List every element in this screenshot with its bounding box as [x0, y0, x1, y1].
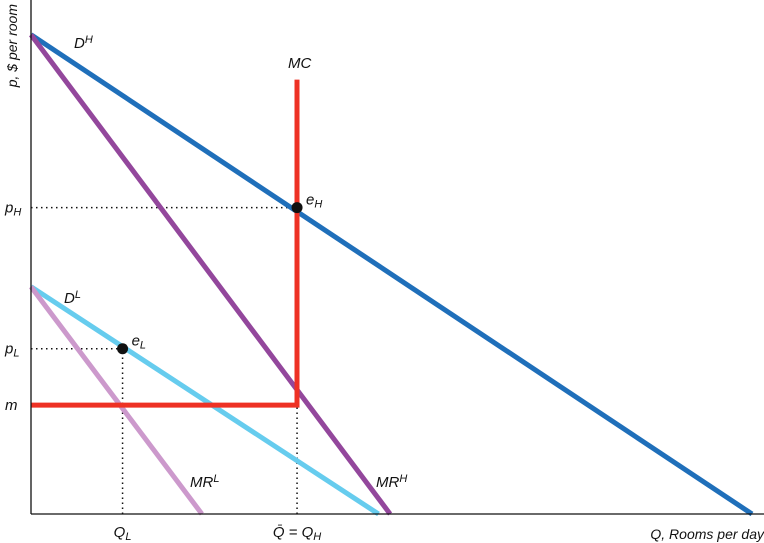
curve-mc: [31, 79, 300, 408]
series-label-mrh: MRH: [376, 473, 407, 491]
guide-lines: [31, 206, 298, 514]
point-label-el: eL: [132, 333, 146, 352]
series-label-mrl: MRL: [190, 473, 219, 491]
equilibrium-points: [117, 202, 303, 355]
curve-dh: [29, 32, 754, 517]
y-tick-ph: pH: [4, 200, 21, 219]
x-axis-title: Q, Rooms per day: [650, 526, 764, 542]
point-eh: [291, 202, 303, 214]
y-tick-m: m: [5, 397, 18, 414]
labels: eH eL DH MRH DL MRL MC pH pL m QL Q̄ = QH: [4, 34, 407, 543]
series-label-dh: DH: [74, 34, 93, 52]
x-tick-ql: QL: [114, 524, 132, 543]
curve-mrl: [29, 285, 204, 516]
series-label-dl: DL: [64, 289, 81, 307]
curves: [28, 32, 754, 517]
curve-mrh: [28, 33, 393, 516]
curve-dl: [29, 284, 380, 517]
y-tick-pl: pL: [4, 341, 19, 360]
series-label-mc: MC: [288, 55, 311, 72]
y-axis-title: p, $ per room: [4, 4, 20, 89]
x-tick-qqh: Q̄ = QH: [273, 524, 321, 543]
point-label-eh: eH: [306, 192, 322, 211]
point-el: [117, 343, 129, 355]
